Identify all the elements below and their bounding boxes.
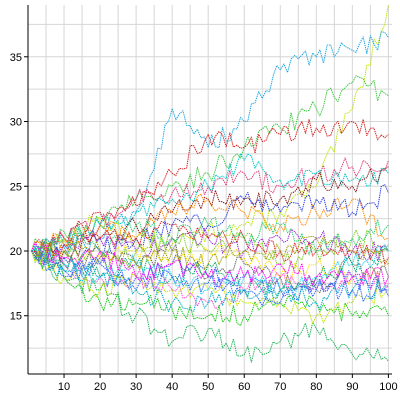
x-tick-label: 20 (94, 381, 106, 393)
x-tick-label: 70 (274, 381, 286, 393)
series-line (31, 184, 389, 267)
x-tick-label: 100 (379, 381, 397, 393)
series-line (31, 243, 389, 296)
x-tick-label: 80 (310, 381, 322, 393)
x-tick-label: 50 (202, 381, 214, 393)
series-line (31, 246, 389, 363)
series-line (31, 31, 389, 260)
series-line (31, 246, 389, 312)
y-tick-label: 20 (10, 246, 22, 258)
x-tick-label: 90 (346, 381, 358, 393)
series-line (31, 241, 389, 288)
series-line (31, 229, 389, 270)
series-line (31, 4, 389, 256)
y-tick-label: 30 (10, 117, 22, 129)
series-line (31, 193, 389, 255)
x-tick-label: 30 (130, 381, 142, 393)
y-tick-label: 35 (10, 52, 22, 64)
x-tick-label: 40 (166, 381, 178, 393)
tick-labels: 10 20 30 40 50 60 70 80 90 100 15 20 25 30 35 (10, 52, 398, 393)
series-line (31, 216, 389, 259)
axes (24, 5, 392, 378)
y-tick-label: 15 (10, 311, 22, 323)
series-line (31, 250, 389, 307)
x-tick-label: 10 (58, 381, 70, 393)
series-line (31, 228, 389, 262)
y-tick-label: 25 (10, 181, 22, 193)
series-line (31, 221, 389, 265)
series-line (31, 247, 389, 299)
series-line (31, 250, 389, 324)
series-line (31, 250, 389, 326)
x-tick-label: 60 (238, 381, 250, 393)
series-line (31, 250, 389, 297)
series-line (31, 75, 389, 252)
series-line (31, 157, 389, 252)
series-group (31, 4, 389, 363)
series-line (31, 166, 389, 262)
series-line (31, 118, 389, 253)
